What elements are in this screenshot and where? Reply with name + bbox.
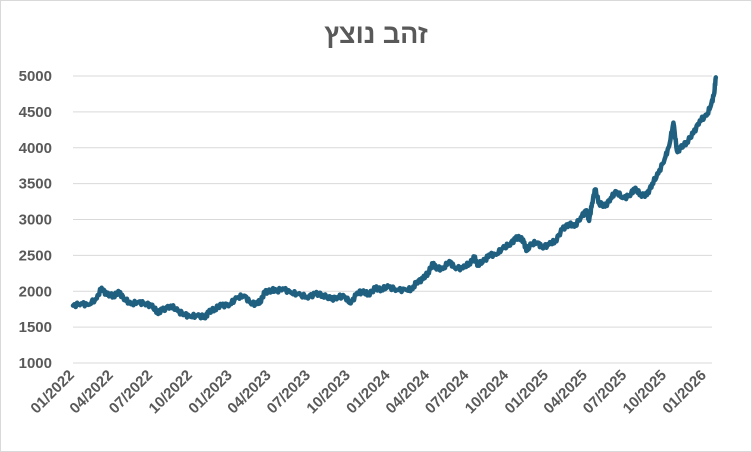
y-tick-label: 3500 [19, 176, 52, 193]
x-tick-label: 07/2025 [580, 367, 630, 417]
y-tick-label: 2500 [19, 247, 52, 264]
y-tick-label: 1000 [19, 355, 52, 372]
chart-title: זהב נוצץ [324, 19, 428, 49]
y-tick-label: 5000 [19, 68, 52, 85]
y-tick-label: 4500 [19, 104, 52, 121]
y-tick-label: 1500 [19, 319, 52, 336]
y-tick-label: 4000 [19, 140, 52, 157]
x-tick-label: 01/2026 [659, 367, 709, 417]
y-tick-label: 2000 [19, 283, 52, 300]
x-tick-label: 07/2022 [106, 367, 156, 417]
series-line [70, 75, 719, 321]
x-tick-label: 07/2023 [264, 367, 314, 417]
x-tick-label: 10/2023 [303, 367, 353, 417]
x-tick-label: 10/2025 [620, 367, 670, 417]
x-tick-label: 10/2022 [146, 367, 196, 417]
y-tick-label: 3000 [19, 212, 52, 229]
